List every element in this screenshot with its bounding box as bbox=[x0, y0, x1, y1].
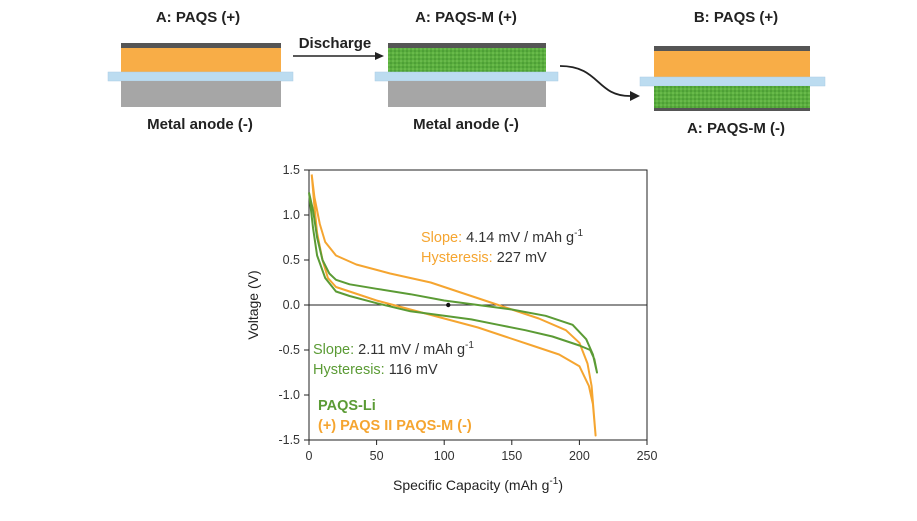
orange-hysteresis-value: 227 mV bbox=[497, 250, 547, 266]
x-tick-label: 100 bbox=[434, 449, 455, 463]
orange-hysteresis-annotation: Hysteresis: 227 mV bbox=[421, 250, 547, 266]
series-line-paqs-li bbox=[308, 192, 598, 374]
orange-slope-label: Slope: bbox=[421, 230, 462, 246]
metal-anode-layer bbox=[121, 81, 281, 107]
schematic: A: PAQS (+) Metal anode (-) Discharge A:… bbox=[107, 9, 826, 137]
cell-c: B: PAQS (+) A: PAQS-M (-) bbox=[639, 9, 826, 137]
x-tick-label: 250 bbox=[637, 449, 658, 463]
series-line-paqs-full-cell bbox=[310, 174, 597, 437]
data-point-marker bbox=[446, 302, 451, 308]
current-collector bbox=[654, 108, 810, 111]
green-hysteresis-label: Hysteresis: bbox=[313, 362, 385, 378]
voltage-chart: 0 50 100 150 200 2501.51.00.50.0-0.5-1.0-1.5 … bbox=[245, 163, 657, 493]
y-axis-label: Voltage (V) bbox=[245, 270, 261, 339]
metal-anode-layer bbox=[388, 81, 546, 107]
x-axis-label-end: ) bbox=[558, 477, 563, 493]
legend-entry-paqs-full-cell: (+) PAQS II PAQS-M (-) bbox=[318, 418, 472, 434]
cathode-layer-paqs bbox=[121, 48, 281, 72]
cathode-layer-paqs bbox=[654, 51, 810, 77]
green-slope-value: 2.11 mV / mAh g bbox=[358, 342, 465, 358]
y-tick-label: -0.5 bbox=[278, 343, 300, 357]
transfer-arrow bbox=[559, 65, 640, 101]
arrow-head-icon bbox=[375, 52, 384, 60]
green-slope-label: Slope: bbox=[313, 342, 354, 358]
cathode-layer-paqs-m bbox=[388, 48, 546, 72]
cell-a-anode-label: Metal anode (-) bbox=[147, 116, 253, 133]
separator bbox=[107, 71, 294, 82]
x-axis-label-sup: -1 bbox=[549, 476, 558, 487]
y-tick-label: 1.5 bbox=[283, 163, 300, 177]
green-hysteresis-value: 116 mV bbox=[389, 362, 438, 378]
orange-hysteresis-label: Hysteresis: bbox=[421, 250, 493, 266]
current-collector bbox=[654, 46, 810, 51]
discharge-arrow: Discharge bbox=[293, 35, 384, 60]
y-tick-label: 0.5 bbox=[283, 253, 300, 267]
cell-a-title: A: PAQS (+) bbox=[156, 9, 240, 26]
separator bbox=[639, 76, 826, 87]
x-tick-label: 150 bbox=[501, 449, 522, 463]
current-collector bbox=[388, 43, 546, 48]
cell-c-anode-label: A: PAQS-M (-) bbox=[687, 120, 785, 137]
x-tick-label: 200 bbox=[569, 449, 590, 463]
y-tick-label: -1.0 bbox=[278, 388, 300, 402]
axes: 0 50 100 150 200 250 1.5 1.0 0.5 0.0 -0.5 -1.0 -1.5 bbox=[278, 163, 657, 463]
green-slope-annotation: Slope: 2.11 mV / mAh g-1 bbox=[313, 340, 474, 358]
legend-entry-paqs-li: PAQS-Li bbox=[318, 398, 376, 414]
x-tick-label: 0 bbox=[306, 449, 313, 463]
cell-c-title: B: PAQS (+) bbox=[694, 9, 778, 26]
x-tick-label: 50 bbox=[370, 449, 384, 463]
anode-layer-paqs-m bbox=[654, 86, 810, 108]
cell-a: A: PAQS (+) Metal anode (-) bbox=[107, 9, 294, 133]
green-slope-sup: -1 bbox=[465, 340, 474, 351]
series-layer bbox=[308, 174, 598, 437]
y-tick-label: 0.0 bbox=[283, 298, 300, 312]
separator bbox=[374, 71, 559, 82]
orange-slope-annotation: Slope: 4.14 mV / mAh g-1 bbox=[421, 228, 583, 246]
orange-slope-value: 4.14 mV / mAh g bbox=[466, 230, 574, 246]
y-tick-label: -1.5 bbox=[278, 433, 300, 447]
cell-b-title: A: PAQS-M (+) bbox=[415, 9, 517, 26]
green-hysteresis-annotation: Hysteresis: 116 mV bbox=[313, 362, 438, 378]
x-axis-label: Specific Capacity (mAh g-1) bbox=[393, 476, 563, 493]
curved-arrow-head-icon bbox=[630, 91, 640, 101]
orange-slope-sup: -1 bbox=[574, 228, 583, 239]
discharge-label: Discharge bbox=[299, 35, 372, 52]
current-collector bbox=[121, 43, 281, 48]
cell-b-anode-label: Metal anode (-) bbox=[413, 116, 519, 133]
curved-arrow bbox=[559, 65, 631, 97]
x-axis-label-text: Specific Capacity (mAh g bbox=[393, 477, 549, 493]
cell-b: A: PAQS-M (+) Metal anode (-) bbox=[374, 9, 559, 133]
y-tick-label: 1.0 bbox=[283, 208, 300, 222]
